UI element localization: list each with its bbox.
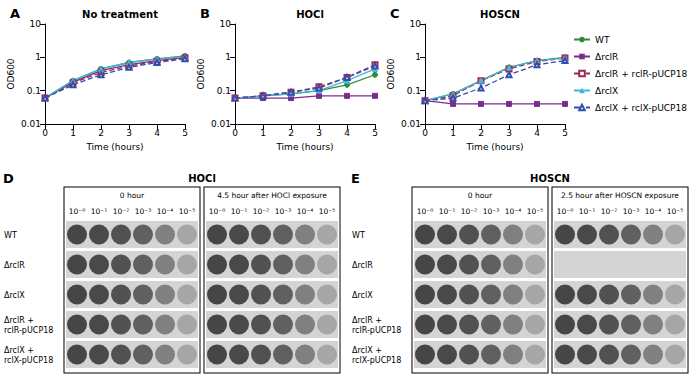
svg-text:5: 5 [562, 128, 568, 138]
svg-text:Time (hours): Time (hours) [465, 142, 523, 152]
svg-text:0: 0 [232, 128, 238, 138]
svg-text:WT: WT [4, 231, 17, 240]
svg-text:ΔrclR: ΔrclR [4, 261, 25, 270]
svg-text:ΔrclR + rclR-pUCP18: ΔrclR + rclR-pUCP18 [595, 69, 687, 79]
svg-text:10⁻⁴: 10⁻⁴ [297, 207, 314, 216]
svg-text:10⁻⁰: 10⁻⁰ [417, 207, 434, 216]
svg-text:10⁻³: 10⁻³ [623, 207, 640, 216]
svg-text:D: D [3, 171, 14, 186]
svg-text:1: 1 [260, 128, 266, 138]
svg-text:10⁻³: 10⁻³ [483, 207, 500, 216]
svg-text:ΔrclX +: ΔrclX + [352, 346, 382, 355]
svg-text:0.01: 0.01 [21, 119, 41, 129]
svg-text:10⁻²: 10⁻² [253, 207, 270, 216]
svg-text:0.01: 0.01 [401, 119, 421, 129]
svg-text:OD600: OD600 [196, 58, 206, 89]
svg-text:4: 4 [534, 128, 540, 138]
svg-text:10⁻¹: 10⁻¹ [439, 207, 456, 216]
svg-text:1: 1 [35, 52, 41, 62]
svg-text:ΔrclX: ΔrclX [352, 291, 373, 300]
svg-text:10: 10 [410, 19, 422, 29]
svg-text:5: 5 [182, 128, 188, 138]
svg-text:0.01: 0.01 [211, 119, 231, 129]
svg-text:WT: WT [595, 35, 610, 45]
svg-text:10⁻⁵: 10⁻⁵ [527, 207, 544, 216]
svg-text:HOCl: HOCl [296, 9, 324, 20]
svg-text:ΔrclX: ΔrclX [4, 291, 25, 300]
svg-text:10⁻²: 10⁻² [601, 207, 618, 216]
svg-text:10⁻¹: 10⁻¹ [579, 207, 596, 216]
svg-text:10⁻⁴: 10⁻⁴ [157, 207, 174, 216]
svg-text:HOSCN: HOSCN [480, 9, 520, 20]
svg-text:ΔrclX + rclX-pUCP18: ΔrclX + rclX-pUCP18 [595, 103, 687, 113]
svg-text:1: 1 [225, 52, 231, 62]
svg-text:WT: WT [352, 231, 365, 240]
svg-text:0: 0 [42, 128, 48, 138]
svg-text:5: 5 [372, 128, 378, 138]
svg-text:ΔrclR: ΔrclR [595, 52, 618, 62]
svg-text:2: 2 [288, 128, 294, 138]
svg-text:1: 1 [450, 128, 456, 138]
svg-text:10⁻³: 10⁻³ [275, 207, 292, 216]
svg-text:0.1: 0.1 [217, 86, 231, 96]
svg-text:Time (hours): Time (hours) [85, 142, 143, 152]
svg-text:1: 1 [415, 52, 421, 62]
svg-text:rclX-pUCP18: rclX-pUCP18 [4, 356, 53, 365]
svg-text:10⁻⁵: 10⁻⁵ [179, 207, 196, 216]
svg-text:10⁻²: 10⁻² [461, 207, 478, 216]
svg-text:No treatment: No treatment [82, 9, 158, 20]
svg-text:rclR-pUCP18: rclR-pUCP18 [352, 326, 401, 335]
svg-text:1: 1 [70, 128, 76, 138]
svg-text:10: 10 [30, 19, 42, 29]
svg-text:10⁻⁵: 10⁻⁵ [319, 207, 336, 216]
svg-text:0: 0 [422, 128, 428, 138]
svg-text:0 hour: 0 hour [468, 191, 493, 200]
svg-text:ΔrclR +: ΔrclR + [4, 316, 34, 325]
svg-text:0.1: 0.1 [407, 86, 421, 96]
svg-text:10⁻¹: 10⁻¹ [91, 207, 108, 216]
svg-text:3: 3 [126, 128, 132, 138]
svg-text:ΔrclR +: ΔrclR + [352, 316, 382, 325]
svg-text:10⁻²: 10⁻² [113, 207, 130, 216]
svg-text:HOCl: HOCl [188, 173, 216, 184]
svg-text:rclR-pUCP18: rclR-pUCP18 [4, 326, 53, 335]
svg-text:ΔrclX: ΔrclX [595, 86, 618, 96]
svg-text:ΔrclX +: ΔrclX + [4, 346, 34, 355]
svg-text:10⁻⁴: 10⁻⁴ [505, 207, 522, 216]
svg-text:2: 2 [98, 128, 104, 138]
svg-text:HOSCN: HOSCN [530, 173, 570, 184]
svg-text:10⁻³: 10⁻³ [135, 207, 152, 216]
svg-text:Time (hours): Time (hours) [275, 142, 333, 152]
svg-text:4: 4 [344, 128, 350, 138]
svg-text:C: C [390, 6, 400, 21]
svg-text:10⁻⁴: 10⁻⁴ [645, 207, 662, 216]
svg-text:10⁻⁰: 10⁻⁰ [209, 207, 226, 216]
svg-text:10⁻⁰: 10⁻⁰ [557, 207, 574, 216]
svg-text:10⁻⁰: 10⁻⁰ [69, 207, 86, 216]
svg-text:4.5 hour after HOCl exposure: 4.5 hour after HOCl exposure [217, 191, 327, 200]
svg-text:3: 3 [506, 128, 512, 138]
svg-text:rclX-pUCP18: rclX-pUCP18 [352, 356, 401, 365]
svg-text:4: 4 [154, 128, 160, 138]
svg-text:2: 2 [478, 128, 484, 138]
svg-text:2.5 hour after HOSCN exposure: 2.5 hour after HOSCN exposure [561, 191, 679, 200]
svg-text:10⁻¹: 10⁻¹ [231, 207, 248, 216]
svg-text:0 hour: 0 hour [120, 191, 145, 200]
svg-text:OD600: OD600 [6, 58, 16, 89]
svg-text:OD600: OD600 [386, 58, 396, 89]
svg-text:10: 10 [220, 19, 232, 29]
svg-text:A: A [10, 6, 20, 21]
svg-text:E: E [351, 171, 360, 186]
svg-text:3: 3 [316, 128, 322, 138]
svg-text:ΔrclR: ΔrclR [352, 261, 373, 270]
svg-text:10⁻⁵: 10⁻⁵ [667, 207, 684, 216]
svg-text:B: B [200, 6, 210, 21]
svg-text:0.1: 0.1 [27, 86, 41, 96]
